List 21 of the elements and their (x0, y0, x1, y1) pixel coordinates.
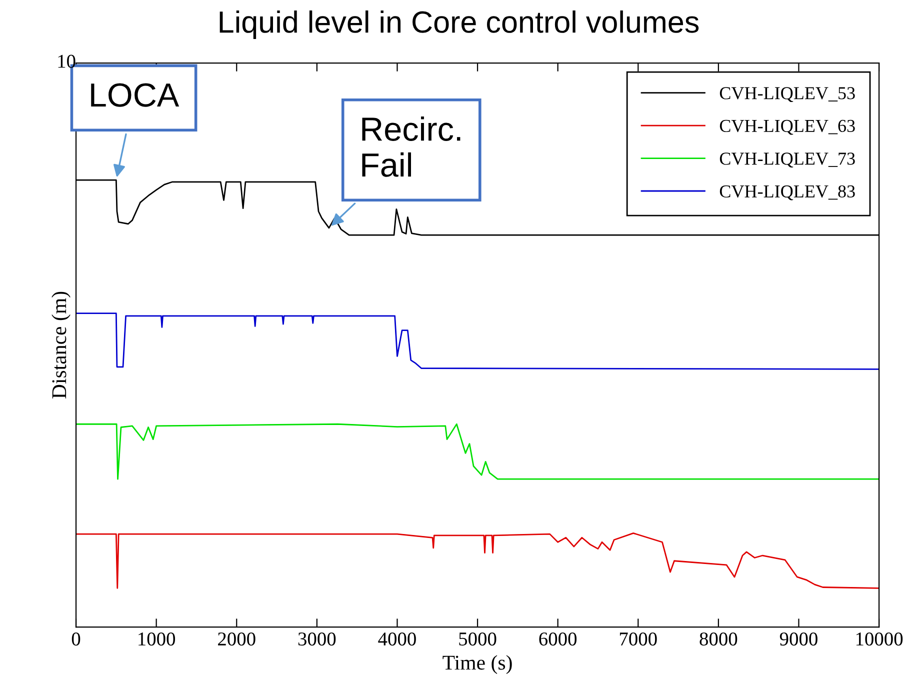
x-tick-label: 2000 (218, 632, 256, 646)
x-tick-label: 10000 (856, 632, 903, 646)
annotation: Recirc. Fail (362, 116, 460, 177)
y-axis-title: Distance (m) (52, 292, 70, 399)
x-tick-label: 9000 (780, 632, 818, 646)
x-tick-label: 0 (72, 632, 80, 646)
x-tick-label: 3000 (298, 632, 336, 646)
annotation: LOCA (91, 83, 180, 107)
legend-label: CVH-LIQLEV_53 (720, 87, 855, 102)
x-tick-label: 1000 (138, 632, 176, 646)
chart-title: Liquid level in Core control volumes (220, 10, 699, 39)
x-tick-label: 7000 (620, 632, 657, 646)
x-tick-label: 8000 (700, 632, 738, 646)
text: 10 (58, 54, 76, 68)
x-tick-label: 4000 (378, 632, 416, 646)
x-tick-label: 5000 (459, 632, 496, 646)
x-axis-title: Time (s) (442, 655, 512, 674)
legend-label: CVH-LIQLEV_83 (720, 185, 855, 200)
legend-label: CVH-LIQLEV_63 (720, 120, 855, 135)
legend-label: CVH-LIQLEV_73 (720, 152, 855, 168)
x-tick-label: 6000 (539, 632, 577, 646)
